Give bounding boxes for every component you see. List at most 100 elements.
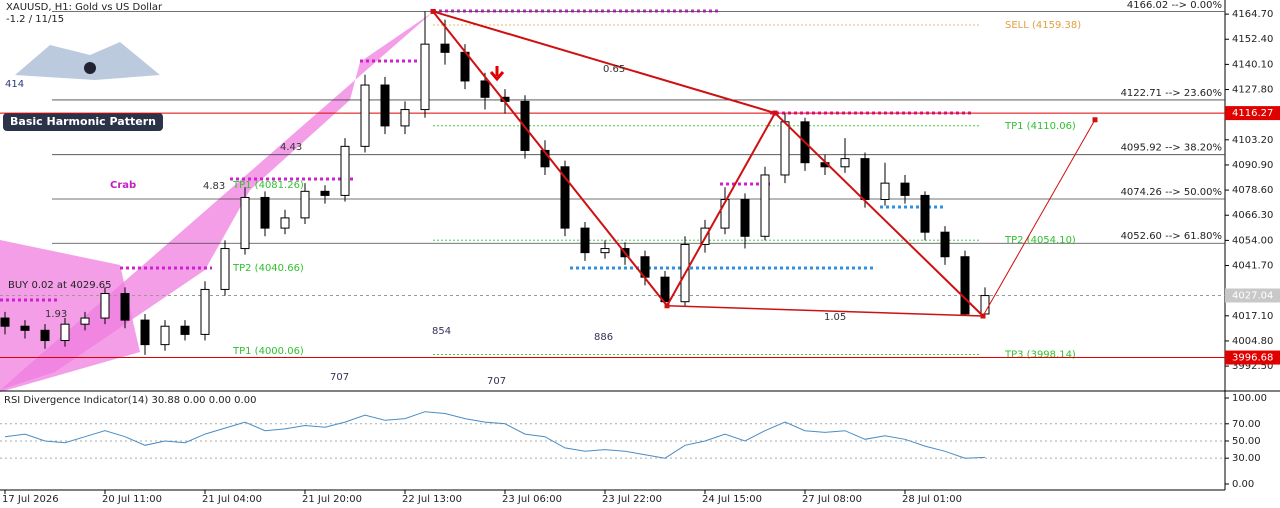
- candle-body: [60, 323, 70, 342]
- candle-body: [180, 325, 190, 335]
- y-tick-label: 4066.30: [1232, 210, 1273, 221]
- fib-label: 4074.26 --> 50.00%: [1121, 187, 1222, 198]
- candle-body: [560, 166, 570, 229]
- annotation: TP1 (4000.06): [232, 346, 304, 357]
- last-price-label: 4027.04: [1232, 290, 1273, 301]
- candle-body: [340, 145, 350, 196]
- candle-body: [400, 109, 410, 127]
- annotation: 414: [5, 79, 24, 90]
- y-tick-label: 4152.40: [1232, 34, 1273, 45]
- x-tick-label: 21 Jul 20:00: [302, 494, 362, 505]
- price-box: [1225, 106, 1280, 121]
- annotation: TP1 (4081.26): [232, 180, 304, 191]
- y-tick-label: 4164.70: [1232, 9, 1273, 20]
- candle-body: [0, 317, 10, 327]
- annotation: 4.43: [280, 142, 302, 153]
- chart-title: XAUUSD, H1: Gold vs US Dollar: [6, 2, 163, 13]
- pattern-point: [980, 313, 986, 319]
- candle-body: [960, 256, 970, 315]
- y-tick-label: 4004.80: [1232, 336, 1273, 347]
- x-tick-label: 22 Jul 13:00: [402, 494, 462, 505]
- candle-body: [760, 174, 770, 237]
- candle-body: [220, 248, 230, 290]
- x-tick-label: 23 Jul 06:00: [502, 494, 562, 505]
- candle-body: [480, 80, 490, 98]
- logo-icon: [15, 42, 160, 80]
- candle-body: [840, 158, 850, 168]
- candle-body: [140, 319, 150, 346]
- pattern-point: [772, 110, 778, 116]
- rsi-line: [4, 411, 986, 459]
- rsi-tick-label: 50.00: [1232, 436, 1261, 447]
- target-label: TP3 (3998.14): [1004, 350, 1076, 361]
- candle-body: [900, 182, 910, 196]
- candle-body: [880, 182, 890, 200]
- rsi-tick-label: 0.00: [1232, 479, 1254, 490]
- rsi-tick-label: 70.00: [1232, 419, 1261, 430]
- logo-icon: [84, 62, 96, 74]
- x-tick-label: 20 Jul 11:00: [102, 494, 162, 505]
- candle-body: [360, 84, 370, 147]
- x-tick-label: 24 Jul 15:00: [702, 494, 762, 505]
- candle-body: [240, 196, 250, 250]
- logo-badge: [3, 113, 163, 131]
- candle-body: [980, 295, 990, 315]
- target-point: [1092, 117, 1098, 123]
- y-tick-label: 4017.10: [1232, 311, 1273, 322]
- rsi-tick-label: 30.00: [1232, 453, 1261, 464]
- candle-body: [580, 227, 590, 254]
- pattern-line: [432, 10, 776, 114]
- y-tick-label: 4054.00: [1232, 235, 1273, 246]
- candle-body: [660, 276, 670, 303]
- price-box-label: 4116.27: [1232, 108, 1273, 119]
- candle-body: [20, 325, 30, 331]
- last-price-box: [1225, 288, 1280, 303]
- logo-text: Basic Harmonic Pattern: [10, 115, 156, 128]
- annotation: 707: [487, 376, 506, 387]
- target-label: TP1 (4110.06): [1004, 121, 1076, 132]
- crab-pattern: [0, 240, 140, 392]
- candle-body: [440, 43, 450, 53]
- annotation: 0.65: [603, 64, 625, 75]
- y-tick-label: 4041.70: [1232, 261, 1273, 272]
- candle-body: [200, 288, 210, 335]
- candle-body: [420, 43, 430, 111]
- pattern-point: [430, 8, 436, 14]
- sell-arrow: [489, 66, 505, 82]
- candle-body: [120, 293, 130, 321]
- y-tick-label: 3992.50: [1232, 361, 1273, 372]
- candle-body: [40, 329, 50, 342]
- candle-body: [320, 190, 330, 196]
- annotation: TP2 (4040.66): [232, 263, 304, 274]
- candle-body: [100, 293, 110, 319]
- candle-body: [260, 196, 270, 229]
- price-box: [1225, 350, 1280, 365]
- pattern-line: [666, 305, 984, 317]
- candle-body: [780, 121, 790, 176]
- annotation: 1.05: [824, 312, 846, 323]
- x-tick-label: 28 Jul 01:00: [902, 494, 962, 505]
- candle-body: [80, 317, 90, 325]
- y-tick-label: 4140.10: [1232, 59, 1273, 70]
- y-tick-label: 4127.80: [1232, 85, 1273, 96]
- annotation: 707: [330, 372, 349, 383]
- x-tick-label: 27 Jul 08:00: [802, 494, 862, 505]
- annotation: 886: [594, 332, 613, 343]
- pattern-point: [664, 303, 670, 309]
- candle-body: [380, 84, 390, 127]
- pattern-line: [774, 112, 984, 317]
- annotation: 4.83: [203, 181, 225, 192]
- x-tick-label: 23 Jul 22:00: [602, 494, 662, 505]
- chart-subtitle: -1.2 / 11/15: [6, 14, 64, 25]
- candle-body: [920, 194, 930, 233]
- candle-body: [740, 198, 750, 237]
- candle-body: [280, 217, 290, 229]
- candle-body: [300, 190, 310, 219]
- fib-label: 4095.92 --> 38.20%: [1121, 143, 1222, 154]
- fib-label: 4166.02 --> 0.00%: [1127, 0, 1222, 11]
- fib-label: 4052.60 --> 61.80%: [1121, 231, 1222, 242]
- y-tick-label: 4103.20: [1232, 135, 1273, 146]
- indicator-title: RSI Divergence Indicator(14) 30.88 0.00 …: [4, 395, 256, 406]
- x-tick-label: 21 Jul 04:00: [202, 494, 262, 505]
